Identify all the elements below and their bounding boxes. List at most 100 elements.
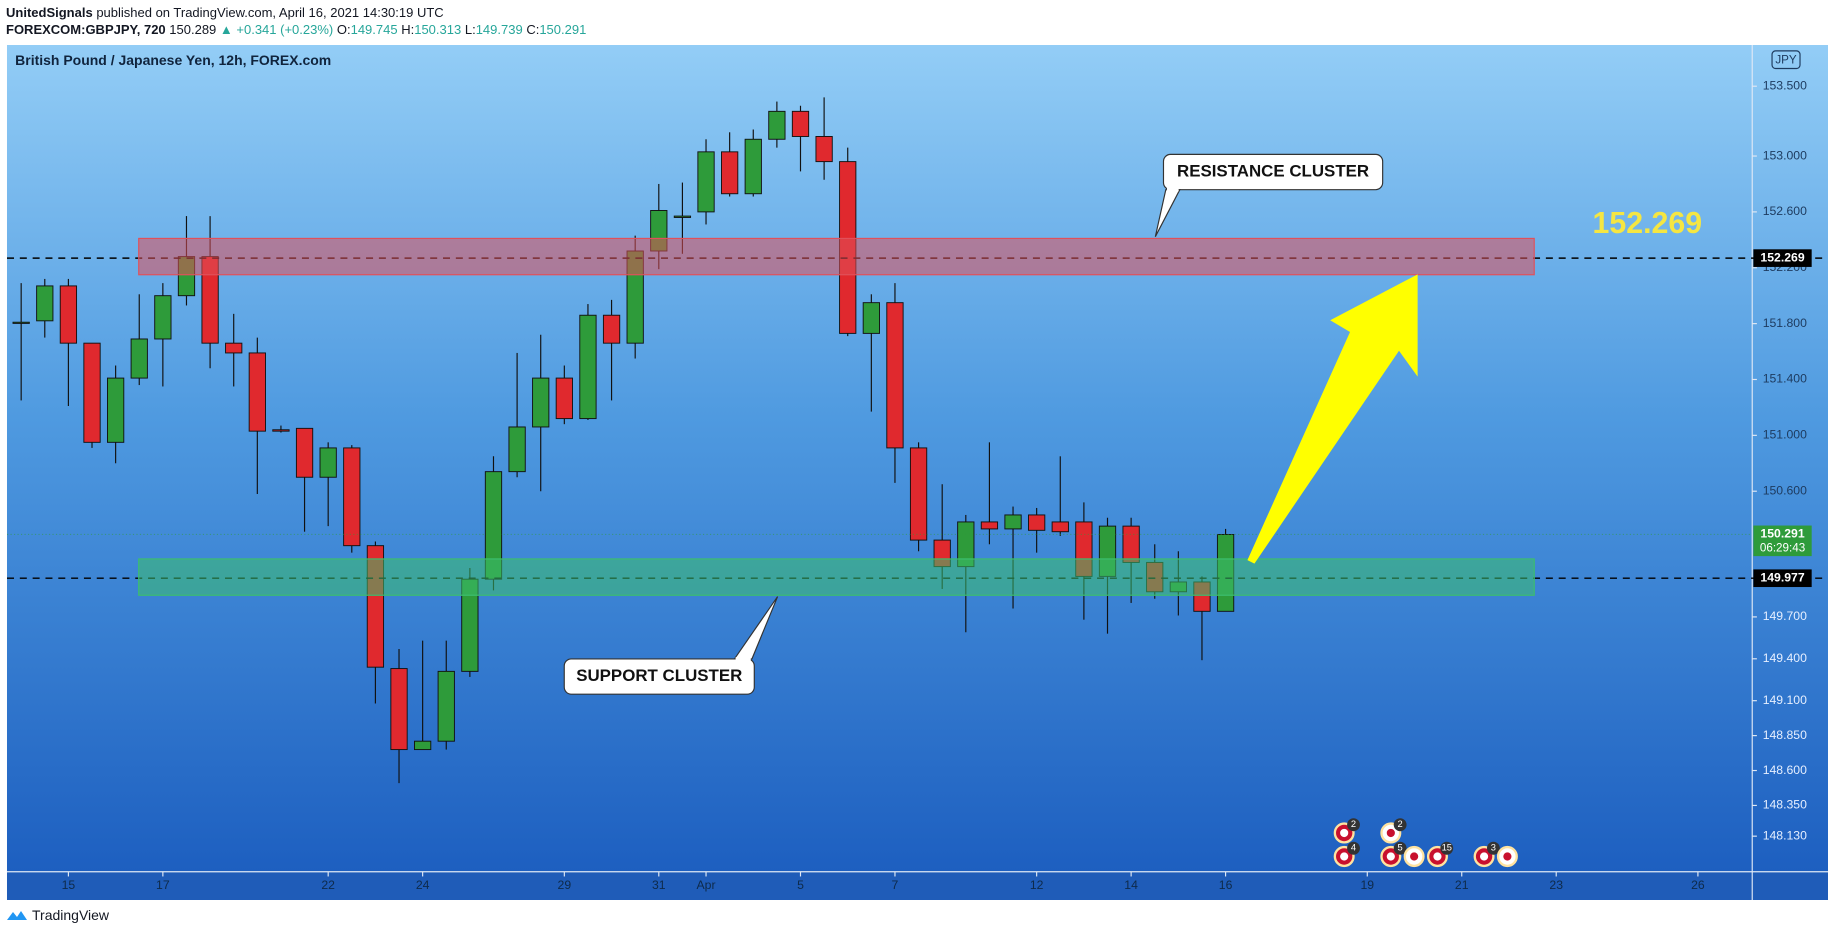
brand: TradingView: [32, 906, 110, 923]
ohlc-label: L:: [464, 22, 476, 37]
y-tick-label: 152.600: [1763, 204, 1807, 218]
callout-cover: [735, 657, 751, 661]
candle-body: [721, 151, 739, 195]
y-tick-label: 148.350: [1763, 798, 1807, 812]
candle-body: [272, 429, 290, 432]
candle-body: [36, 285, 54, 322]
x-tick-label: 29: [558, 878, 572, 892]
ohlc-label: H:: [401, 22, 415, 37]
candle-body: [154, 295, 172, 340]
ohlc-value: 149.739: [475, 22, 523, 37]
callout-text: SUPPORT CLUSTER: [576, 666, 742, 685]
callout-box: [563, 658, 755, 695]
y-tick-label: 149.100: [1763, 693, 1807, 707]
arrow: [1247, 274, 1418, 564]
candle-body: [673, 215, 692, 218]
candle-body: [130, 338, 148, 379]
candle-body: [697, 151, 715, 213]
candle-body: [791, 110, 810, 137]
y-tick-label: 148.850: [1763, 728, 1807, 742]
ohlc-value: 150.291: [539, 22, 587, 37]
y-tick-label: 151.400: [1763, 372, 1807, 386]
chart-title: British Pound / Japanese Yen, 12h, FOREX…: [15, 52, 331, 68]
event-badge: [1393, 818, 1407, 832]
ohlc-value: 150.313: [414, 22, 462, 37]
candle-body: [319, 447, 337, 478]
candle-body: [1051, 521, 1069, 533]
candle-body: [83, 342, 101, 443]
candle-body: [508, 426, 526, 473]
x-axis-strip: [6, 871, 1828, 900]
y-tick-label: 150.600: [1763, 483, 1807, 497]
candle-body: [59, 285, 78, 344]
candle-body: [107, 377, 125, 443]
x-tick-label: 17: [156, 878, 170, 892]
event-icon-core: [1386, 828, 1395, 838]
current-price-box: [1753, 525, 1812, 557]
target-label: 152.269: [1593, 206, 1703, 240]
published: published on TradingView.com, April 16, …: [96, 5, 444, 20]
y-tick-label: 149.400: [1763, 651, 1807, 665]
candle-body: [248, 352, 266, 432]
candle-body: [343, 447, 361, 547]
y-tick-label: 153.000: [1763, 148, 1807, 162]
candle-body: [225, 342, 243, 354]
event-badge: [1393, 841, 1407, 855]
event-badge: [1347, 841, 1360, 855]
candle-body: [12, 321, 30, 324]
callout-text: RESISTANCE CLUSTER: [1177, 161, 1369, 180]
y-tick-label: 149.700: [1763, 609, 1807, 623]
x-tick-label: 16: [1219, 878, 1233, 892]
x-tick-label: 14: [1124, 878, 1138, 892]
event-badge: [1486, 841, 1500, 855]
x-tick-label: 7: [892, 878, 899, 892]
x-tick-label: 26: [1691, 878, 1705, 892]
candle-body: [295, 427, 314, 478]
publish-line: UnitedSignals published on TradingView.c…: [6, 4, 1822, 21]
x-tick-label: 31: [652, 878, 666, 892]
candle-body: [1004, 514, 1022, 530]
candle-body: [579, 314, 597, 420]
logo: [7, 910, 27, 920]
y-tick-label: 148.130: [1763, 828, 1807, 842]
event-badge-count: 2: [1398, 819, 1403, 829]
event-icon-core: [1480, 852, 1489, 861]
event-icon-core: [1386, 852, 1395, 861]
currency: JPY: [1775, 53, 1797, 66]
candle-body: [980, 521, 999, 530]
candle-body: [862, 302, 880, 334]
header: UnitedSignals published on TradingView.c…: [0, 0, 1828, 45]
candle-body: [390, 668, 408, 751]
candle-body: [768, 110, 786, 140]
price-label: 152.269: [1760, 250, 1804, 264]
y-tick-label: 148.600: [1763, 763, 1807, 777]
x-tick-label: 5: [797, 878, 804, 892]
candle-body: [886, 302, 904, 449]
candle-body: [909, 447, 928, 541]
change: ▲ +0.341 (+0.23%): [219, 22, 334, 37]
y-tick-label: 153.500: [1763, 78, 1807, 92]
zone: [138, 558, 1535, 596]
price-label: 149.977: [1760, 570, 1804, 584]
footer: TradingView: [0, 900, 1828, 929]
event-icon-core: [1433, 852, 1442, 861]
candle-body: [1122, 525, 1140, 563]
last-price: 150.289: [169, 22, 217, 37]
current-price-label: 150.291: [1760, 527, 1804, 541]
y-tick-label: 151.000: [1763, 428, 1807, 442]
candle-body: [815, 136, 833, 163]
x-tick-label: 21: [1455, 878, 1469, 892]
x-tick-label: Apr: [697, 878, 716, 892]
event-icon-core: [1340, 828, 1349, 838]
event-badge: [1440, 841, 1454, 855]
event-badge-count: 15: [1442, 843, 1452, 853]
ohlc-label: O:: [336, 22, 351, 37]
ohlc: O:149.745 H:150.313 L:149.739 C:150.291: [337, 22, 586, 37]
x-tick-label: 15: [62, 878, 76, 892]
candle-body: [414, 740, 432, 751]
event-badge-count: 4: [1351, 843, 1356, 853]
symbol-line: FOREXCOM:GBPJPY, 720 150.289 ▲ +0.341 (+…: [6, 21, 1822, 38]
x-tick-label: 12: [1030, 878, 1044, 892]
callout-cover: [1166, 187, 1179, 192]
event-badge-count: 2: [1351, 819, 1356, 829]
